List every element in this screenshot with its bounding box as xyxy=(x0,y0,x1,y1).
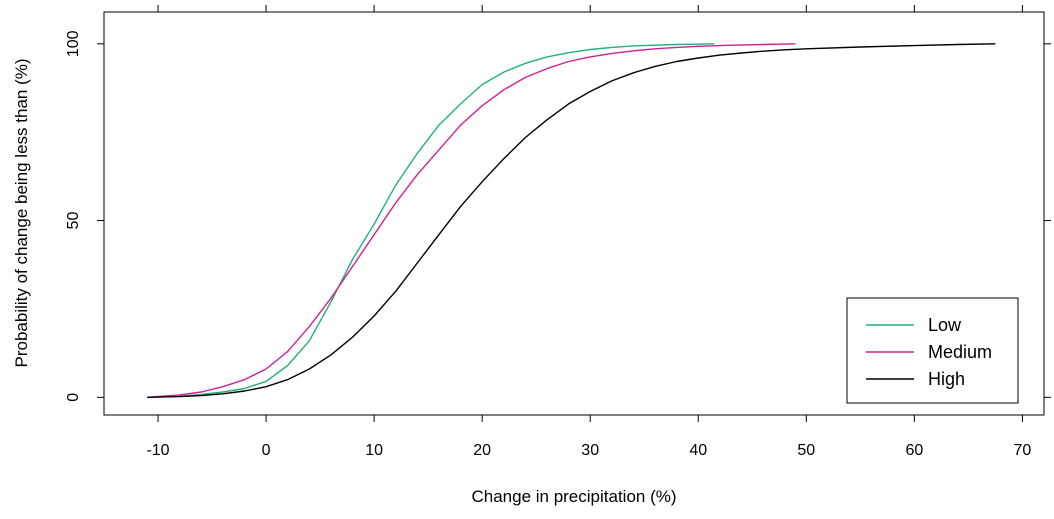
x-tick-label: 50 xyxy=(797,442,815,459)
axes: -10 0 10 20 30 40 50 60 70 0 50 100 xyxy=(65,5,1051,459)
plot-frame xyxy=(103,11,1045,416)
series-lines xyxy=(147,43,996,398)
x-tick-label: 30 xyxy=(581,442,599,459)
x-tick-label: 40 xyxy=(689,442,707,459)
y-axis-title: Probability of change being less than (%… xyxy=(12,58,31,367)
series-line-high xyxy=(147,43,996,398)
y-tick-label: 100 xyxy=(65,30,82,57)
x-tick-label: 10 xyxy=(365,442,383,459)
series-line-low xyxy=(147,43,715,398)
y-tick-label: 50 xyxy=(65,212,82,230)
x-axis-title: Change in precipitation (%) xyxy=(471,487,676,506)
y-tick-label: 0 xyxy=(65,393,82,402)
x-tick-label: 20 xyxy=(473,442,491,459)
x-tick-label: 0 xyxy=(262,442,271,459)
x-tick-label: 70 xyxy=(1013,442,1031,459)
legend: Low Medium High xyxy=(846,297,1019,404)
x-tick-label: -10 xyxy=(146,442,169,459)
legend-label-high: High xyxy=(928,369,965,389)
legend-label-medium: Medium xyxy=(928,342,992,362)
legend-box xyxy=(846,297,1019,404)
series-line-medium xyxy=(147,43,796,398)
x-tick-label: 60 xyxy=(905,442,923,459)
legend-label-low: Low xyxy=(928,315,962,335)
